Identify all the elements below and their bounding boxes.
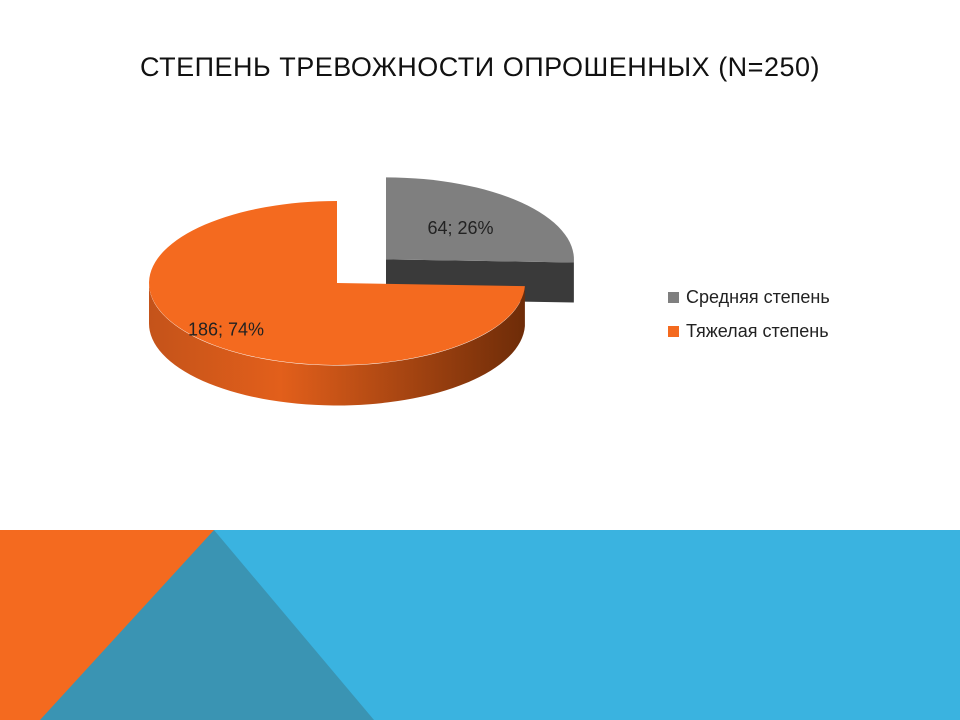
legend-swatch-medium xyxy=(668,291,679,303)
footer-orange-triangle xyxy=(0,530,214,720)
pie-slice-medium xyxy=(386,177,574,263)
legend-item-medium: Средняя степень xyxy=(668,280,830,314)
pie-chart: 64; 26% 186; 74% xyxy=(148,177,574,406)
pie-slice-severe xyxy=(149,201,525,365)
legend-swatch-severe xyxy=(668,325,679,337)
data-label-severe: 186; 74% xyxy=(188,320,264,340)
chart-legend: Средняя степень Тяжелая степень xyxy=(668,280,830,348)
slide-title: СТЕПЕНЬ ТРЕВОЖНОСТИ ОПРОШЕННЫХ (N=250) xyxy=(140,52,820,82)
pie-side-severe xyxy=(148,283,525,406)
pie-tops xyxy=(149,177,574,365)
legend-item-severe: Тяжелая степень xyxy=(668,314,830,348)
pie-labels: 64; 26% 186; 74% xyxy=(188,218,494,340)
data-label-medium: 64; 26% xyxy=(427,218,493,238)
footer-decoration xyxy=(0,530,960,720)
legend-label-severe: Тяжелая степень xyxy=(686,320,829,341)
legend-label-medium: Средняя степень xyxy=(686,286,830,307)
